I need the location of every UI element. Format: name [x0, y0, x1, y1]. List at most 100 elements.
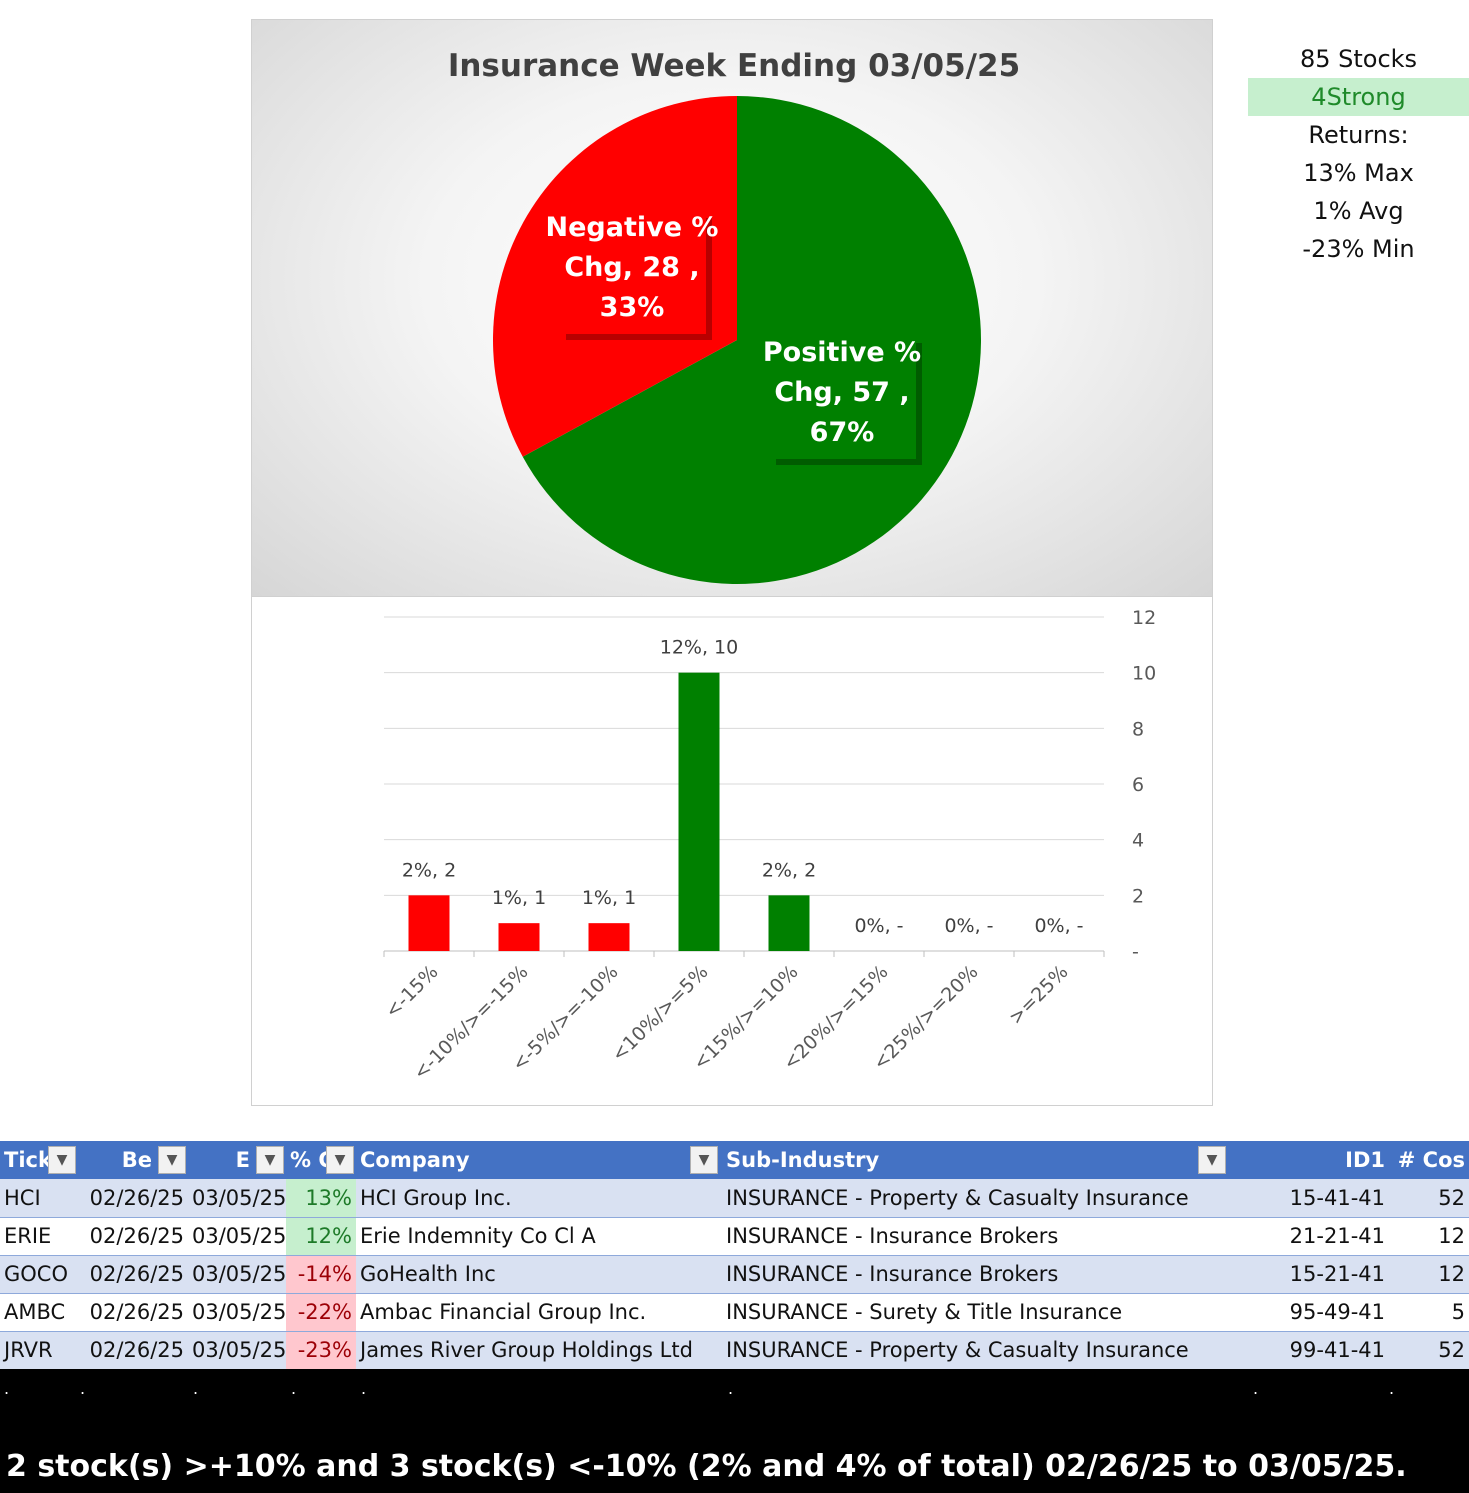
header-label: Tick	[4, 1148, 52, 1172]
column-header-company[interactable]: Company	[356, 1141, 722, 1179]
num-cos-cell[interactable]: 52	[1389, 1331, 1469, 1370]
num-cos-cell[interactable]: 5	[1389, 1293, 1469, 1332]
end-date-cell[interactable]: 03/05/25	[188, 1255, 286, 1294]
id1-cell[interactable]: 21-21-41	[1242, 1217, 1389, 1256]
header-label: Company	[360, 1148, 470, 1172]
filter-dropdown-icon[interactable]	[48, 1146, 76, 1174]
bar-chart-panel: 2%, 2 1%, 1 1%, 1 12%, 10 2%, 2 0%, - 0%, - 0%,…	[251, 597, 1213, 1106]
table-row[interactable]: ERIE 02/26/25 03/05/25 12% Erie Indemnity Co…	[0, 1217, 1469, 1256]
x-tick-label: <-15%	[381, 961, 443, 1023]
table-row[interactable]: HCI 02/26/25 03/05/25 13% HCI Group Inc. INSU…	[0, 1179, 1469, 1218]
bar-data-label: 0%, -	[944, 915, 993, 937]
x-tick-label: >=25%	[1005, 961, 1073, 1029]
end-date-cell[interactable]: 03/05/25	[188, 1293, 286, 1332]
column-header-num-cos[interactable]: # Cos	[1389, 1141, 1469, 1179]
header-label: Sub-Industry	[726, 1148, 880, 1172]
bar-data-label: 1%, 1	[492, 887, 546, 909]
y-tick-label: 8	[1132, 718, 1144, 740]
pie-label-box	[772, 339, 916, 459]
ticker-cell[interactable]: HCI	[0, 1179, 78, 1218]
pct-change-cell[interactable]: 13%	[286, 1179, 356, 1218]
sub-industry-cell[interactable]: INSURANCE - Property & Casualty Insuranc…	[722, 1179, 1242, 1218]
stock-count: 85 Stocks	[1299, 45, 1418, 73]
dot-marker: .	[1253, 1379, 1259, 1398]
summary-footer: . . . . . . . . 2 stock(s) >+10% and 3 s…	[0, 1369, 1469, 1493]
num-cos-cell[interactable]: 12	[1389, 1255, 1469, 1294]
pie-chart: Insurance Week Ending 03/05/25 Positive …	[448, 48, 1020, 585]
bar-chart: 2%, 2 1%, 1 1%, 1 12%, 10 2%, 2 0%, - 0%, - 0%,…	[381, 607, 1156, 1084]
filter-dropdown-icon[interactable]	[690, 1146, 718, 1174]
end-date-cell[interactable]: 03/05/25	[188, 1179, 286, 1218]
table-row[interactable]: AMBC 02/26/25 03/05/25 -22% Ambac Financial …	[0, 1293, 1469, 1332]
ticker-cell[interactable]: GOCO	[0, 1255, 78, 1294]
filter-dropdown-icon[interactable]	[1198, 1146, 1226, 1174]
bar-data-label: 2%, 2	[402, 859, 456, 881]
table-header-row: Tick Be E % C Company Sub-Industry ID1 #…	[0, 1141, 1469, 1179]
begin-date-cell[interactable]: 02/26/25	[78, 1293, 188, 1332]
end-date-cell[interactable]: 03/05/25	[188, 1217, 286, 1256]
sub-industry-cell[interactable]: INSURANCE - Property & Casualty Insuranc…	[722, 1331, 1242, 1370]
pie-chart-title: Insurance Week Ending 03/05/25	[448, 48, 1020, 84]
column-header-pct-change[interactable]: % C	[286, 1141, 356, 1179]
filter-dropdown-icon[interactable]	[326, 1146, 354, 1174]
y-tick-label: -	[1132, 941, 1139, 963]
header-label: ID1	[1345, 1148, 1385, 1172]
column-header-end[interactable]: E	[188, 1141, 286, 1179]
id1-cell[interactable]: 15-21-41	[1242, 1255, 1389, 1294]
company-cell[interactable]: James River Group Holdings Ltd	[356, 1331, 722, 1370]
id1-cell[interactable]: 95-49-41	[1242, 1293, 1389, 1332]
sub-industry-cell[interactable]: INSURANCE - Insurance Brokers	[722, 1255, 1242, 1294]
begin-date-cell[interactable]: 02/26/25	[78, 1217, 188, 1256]
sub-industry-cell[interactable]: INSURANCE - Insurance Brokers	[722, 1217, 1242, 1256]
header-label: Be	[121, 1148, 152, 1172]
pct-change-cell[interactable]: -14%	[286, 1255, 356, 1294]
summary-text: 2 stock(s) >+10% and 3 stock(s) <-10% (2…	[6, 1449, 1407, 1484]
table-row[interactable]: GOCO 02/26/25 03/05/25 -14% GoHealth Inc INSU…	[0, 1255, 1469, 1294]
ticker-cell[interactable]: JRVR	[0, 1331, 78, 1370]
bar	[678, 672, 720, 951]
num-cos-cell[interactable]: 12	[1389, 1217, 1469, 1256]
y-tick-label: 2	[1132, 885, 1144, 907]
bar	[768, 895, 810, 951]
company-cell[interactable]: HCI Group Inc.	[356, 1179, 722, 1218]
dot-marker: .	[193, 1379, 199, 1398]
bar	[588, 923, 630, 951]
column-header-ticker[interactable]: Tick	[0, 1141, 78, 1179]
pct-change-cell[interactable]: -22%	[286, 1293, 356, 1332]
header-label: # Cos	[1397, 1148, 1465, 1172]
column-header-begin[interactable]: Be	[78, 1141, 188, 1179]
dot-marker: .	[4, 1379, 10, 1398]
bar	[408, 895, 450, 951]
filter-dropdown-icon[interactable]	[256, 1146, 284, 1174]
begin-date-cell[interactable]: 02/26/25	[78, 1255, 188, 1294]
company-cell[interactable]: Erie Indemnity Co Cl A	[356, 1217, 722, 1256]
pie-label-box	[562, 214, 706, 334]
ticker-cell[interactable]: ERIE	[0, 1217, 78, 1256]
column-header-id1[interactable]: ID1	[1242, 1141, 1389, 1179]
ticker-cell[interactable]: AMBC	[0, 1293, 78, 1332]
id1-cell[interactable]: 99-41-41	[1242, 1331, 1389, 1370]
returns-max: 13% Max	[1303, 159, 1414, 187]
filter-dropdown-icon[interactable]	[158, 1146, 186, 1174]
begin-date-cell[interactable]: 02/26/25	[78, 1331, 188, 1370]
end-date-cell[interactable]: 03/05/25	[188, 1331, 286, 1370]
dot-marker: .	[80, 1379, 86, 1398]
column-header-sub-industry[interactable]: Sub-Industry	[722, 1141, 1242, 1179]
company-cell[interactable]: Ambac Financial Group Inc.	[356, 1293, 722, 1332]
num-cos-cell[interactable]: 52	[1389, 1179, 1469, 1218]
pie-slice-label: Positive % Chg, 57 , 67%	[763, 337, 921, 448]
pct-change-cell[interactable]: -23%	[286, 1331, 356, 1370]
returns-avg: 1% Avg	[1313, 197, 1404, 225]
table-row[interactable]: JRVR 02/26/25 03/05/25 -23% James River Grou…	[0, 1331, 1469, 1370]
dot-marker: .	[291, 1379, 297, 1398]
pie-chart-panel: Insurance Week Ending 03/05/25 Positive …	[251, 19, 1213, 597]
dot-marker: .	[1389, 1379, 1395, 1398]
id1-cell[interactable]: 15-41-41	[1242, 1179, 1389, 1218]
bar	[498, 923, 540, 951]
pct-change-cell[interactable]: 12%	[286, 1217, 356, 1256]
begin-date-cell[interactable]: 02/26/25	[78, 1179, 188, 1218]
sub-industry-cell[interactable]: INSURANCE - Surety & Title Insurance	[722, 1293, 1242, 1332]
company-cell[interactable]: GoHealth Inc	[356, 1255, 722, 1294]
stats-panel: 85 Stocks 4Strong Returns: 13% Max 1% Av…	[1248, 40, 1469, 268]
y-tick-label: 6	[1132, 774, 1144, 796]
